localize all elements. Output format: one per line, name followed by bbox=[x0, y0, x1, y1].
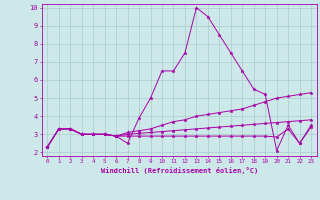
X-axis label: Windchill (Refroidissement éolien,°C): Windchill (Refroidissement éolien,°C) bbox=[100, 167, 258, 174]
